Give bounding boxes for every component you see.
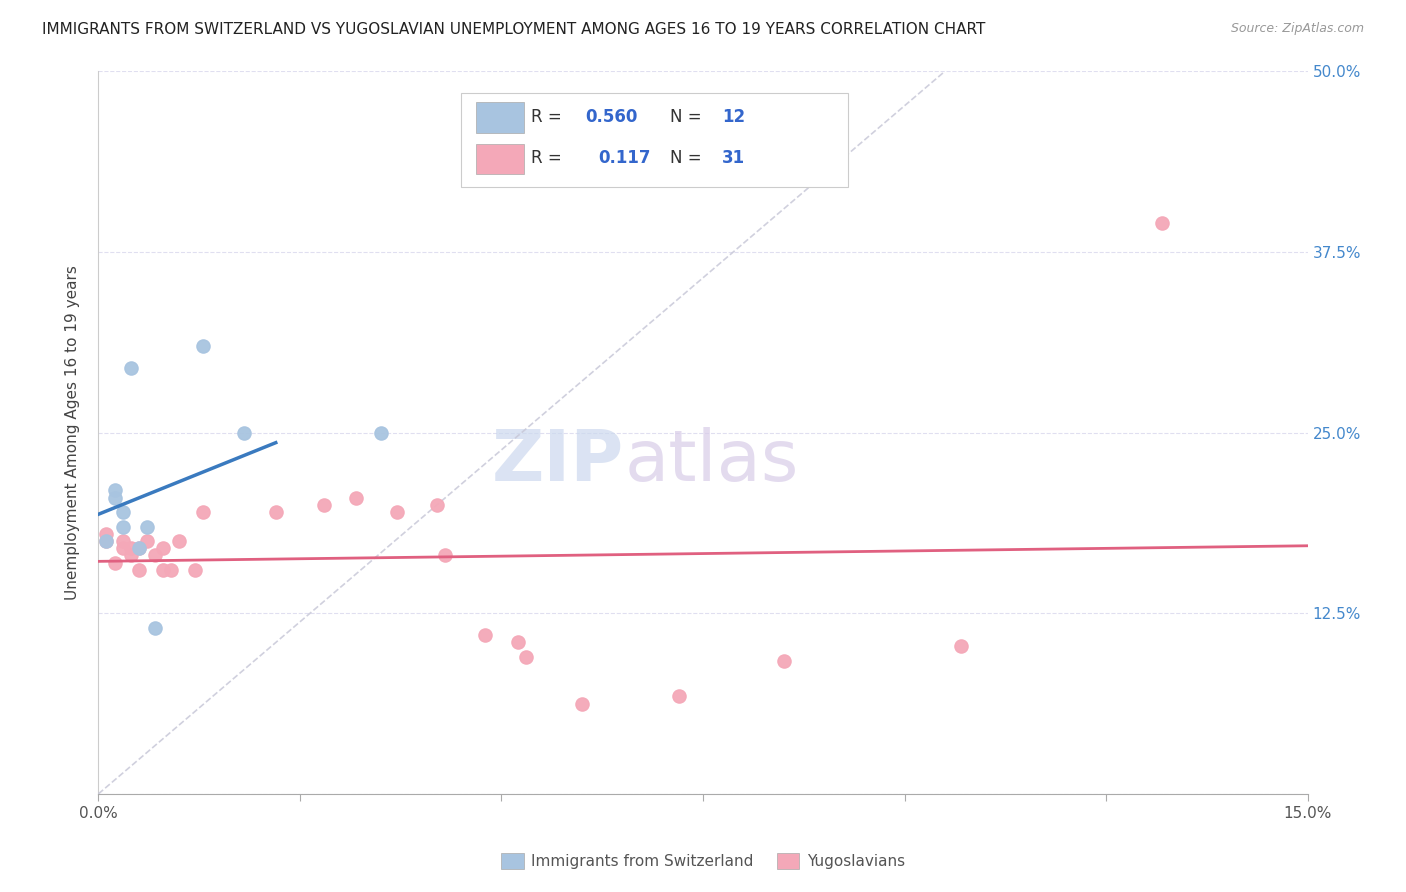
FancyBboxPatch shape — [475, 144, 524, 174]
Text: atlas: atlas — [624, 427, 799, 496]
Point — [135, 519, 157, 533]
Point — [96, 533, 118, 548]
Point — [370, 425, 392, 440]
Point — [772, 654, 794, 668]
Text: 12: 12 — [723, 108, 745, 126]
Point — [434, 549, 457, 563]
FancyBboxPatch shape — [461, 93, 848, 187]
Text: R =: R = — [531, 149, 572, 167]
Text: N =: N = — [671, 149, 707, 167]
Text: Source: ZipAtlas.com: Source: ZipAtlas.com — [1230, 22, 1364, 36]
Point — [668, 689, 690, 703]
Point — [143, 621, 166, 635]
Point — [193, 505, 215, 519]
Point — [120, 549, 142, 563]
Point — [232, 425, 254, 440]
Point — [571, 698, 593, 712]
Point — [949, 640, 972, 654]
Point — [128, 541, 150, 556]
Point — [96, 526, 118, 541]
Point — [385, 505, 408, 519]
Point — [426, 498, 449, 512]
Text: R =: R = — [531, 108, 567, 126]
Point — [103, 491, 125, 505]
Point — [193, 339, 215, 353]
Text: ZIP: ZIP — [492, 427, 624, 496]
Point — [474, 628, 496, 642]
Legend: Immigrants from Switzerland, Yugoslavians: Immigrants from Switzerland, Yugoslavian… — [495, 847, 911, 875]
Text: 0.117: 0.117 — [598, 149, 651, 167]
Point — [120, 360, 142, 375]
Point — [111, 541, 134, 556]
Point — [103, 556, 125, 570]
Point — [111, 505, 134, 519]
Point — [103, 483, 125, 498]
Point — [160, 563, 183, 577]
Point — [515, 649, 537, 664]
Point — [120, 541, 142, 556]
Point — [128, 563, 150, 577]
FancyBboxPatch shape — [475, 103, 524, 133]
Point — [264, 505, 287, 519]
Point — [314, 498, 336, 512]
Text: 31: 31 — [723, 149, 745, 167]
Point — [506, 635, 529, 649]
Point — [167, 533, 190, 548]
Point — [344, 491, 367, 505]
Point — [143, 549, 166, 563]
Point — [111, 519, 134, 533]
Point — [96, 533, 118, 548]
Text: N =: N = — [671, 108, 707, 126]
Point — [135, 533, 157, 548]
Point — [1152, 216, 1174, 230]
Y-axis label: Unemployment Among Ages 16 to 19 years: Unemployment Among Ages 16 to 19 years — [65, 265, 80, 600]
Point — [111, 533, 134, 548]
Text: IMMIGRANTS FROM SWITZERLAND VS YUGOSLAVIAN UNEMPLOYMENT AMONG AGES 16 TO 19 YEAR: IMMIGRANTS FROM SWITZERLAND VS YUGOSLAVI… — [42, 22, 986, 37]
Point — [152, 563, 174, 577]
Point — [184, 563, 207, 577]
Text: 0.560: 0.560 — [586, 108, 638, 126]
Point — [128, 541, 150, 556]
Point — [152, 541, 174, 556]
